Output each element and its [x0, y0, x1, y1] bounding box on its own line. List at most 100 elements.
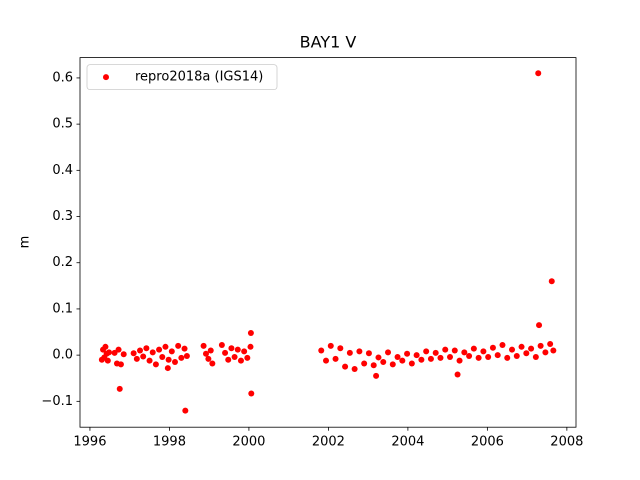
point [156, 346, 163, 353]
point [504, 354, 511, 361]
point [437, 354, 444, 361]
point [489, 344, 496, 351]
point [209, 360, 216, 367]
point [370, 362, 377, 369]
point [244, 354, 251, 361]
point [323, 357, 330, 364]
point [427, 355, 434, 362]
point [165, 356, 172, 363]
point [532, 353, 539, 360]
point [451, 347, 458, 354]
point [104, 357, 111, 364]
point [146, 357, 153, 364]
plot-frame [79, 57, 577, 428]
point [164, 365, 171, 372]
point [120, 351, 127, 358]
point [234, 346, 241, 353]
point [351, 365, 358, 372]
point [466, 353, 473, 360]
point [394, 353, 401, 360]
point [432, 349, 439, 356]
point [111, 349, 118, 356]
y-axis-label: m [18, 236, 33, 249]
point [461, 349, 468, 356]
point [183, 353, 190, 360]
point [332, 355, 339, 362]
point [117, 361, 124, 368]
point [130, 350, 137, 357]
point [408, 360, 415, 367]
y-tick-label: 0.0 [52, 348, 73, 363]
x-tick-label: 2004 [391, 435, 424, 450]
legend-marker [103, 74, 109, 81]
y-tick-label: 0.1 [52, 301, 73, 316]
point [380, 359, 387, 366]
point [228, 345, 235, 352]
point [182, 407, 189, 414]
point [159, 353, 166, 360]
y-tick-label: 0.4 [52, 163, 73, 178]
point [181, 345, 188, 352]
point [447, 353, 454, 360]
point [365, 350, 372, 357]
y-tick-label: 0.5 [52, 117, 73, 132]
point [542, 349, 549, 356]
chart-title: BAY1 V [300, 33, 357, 52]
point [225, 356, 232, 363]
point [237, 357, 244, 364]
point [222, 349, 229, 356]
point [523, 350, 530, 357]
y-tick-label: 0.3 [52, 209, 73, 224]
point [494, 352, 501, 359]
point [509, 346, 516, 353]
point [218, 341, 225, 348]
point [205, 355, 212, 362]
point [356, 348, 363, 355]
point [346, 349, 353, 356]
point [375, 354, 382, 361]
point [342, 363, 349, 370]
point [480, 348, 487, 355]
legend-label: repro2018a (IGS14) [135, 70, 263, 85]
point [137, 347, 144, 354]
point [247, 343, 254, 350]
point [413, 352, 420, 359]
x-tick-label: 2000 [232, 435, 265, 450]
point [106, 349, 113, 356]
point [337, 345, 344, 352]
point [404, 350, 411, 357]
point [133, 355, 140, 362]
point [248, 390, 255, 397]
point [178, 354, 185, 361]
x-tick-label: 2006 [471, 435, 504, 450]
point [200, 342, 207, 349]
point [423, 348, 430, 355]
point [327, 342, 334, 349]
point [518, 343, 525, 350]
point [143, 345, 150, 352]
point [202, 350, 209, 357]
point [475, 354, 482, 361]
point [149, 349, 156, 356]
x-tick-label: 2002 [312, 435, 345, 450]
point [536, 322, 543, 329]
point [547, 341, 554, 348]
point [389, 361, 396, 368]
point [361, 360, 368, 367]
point [485, 353, 492, 360]
point [116, 385, 123, 392]
point [175, 342, 182, 349]
x-tick-label: 2008 [550, 435, 583, 450]
point [241, 348, 248, 355]
point [207, 347, 214, 354]
point [418, 356, 425, 363]
point [550, 347, 557, 354]
point [102, 343, 109, 350]
x-tick-label: 1996 [73, 435, 106, 450]
point [171, 359, 178, 366]
point [454, 371, 461, 378]
point [373, 372, 380, 379]
y-tick-label: 0.6 [52, 70, 73, 85]
point [528, 345, 535, 352]
